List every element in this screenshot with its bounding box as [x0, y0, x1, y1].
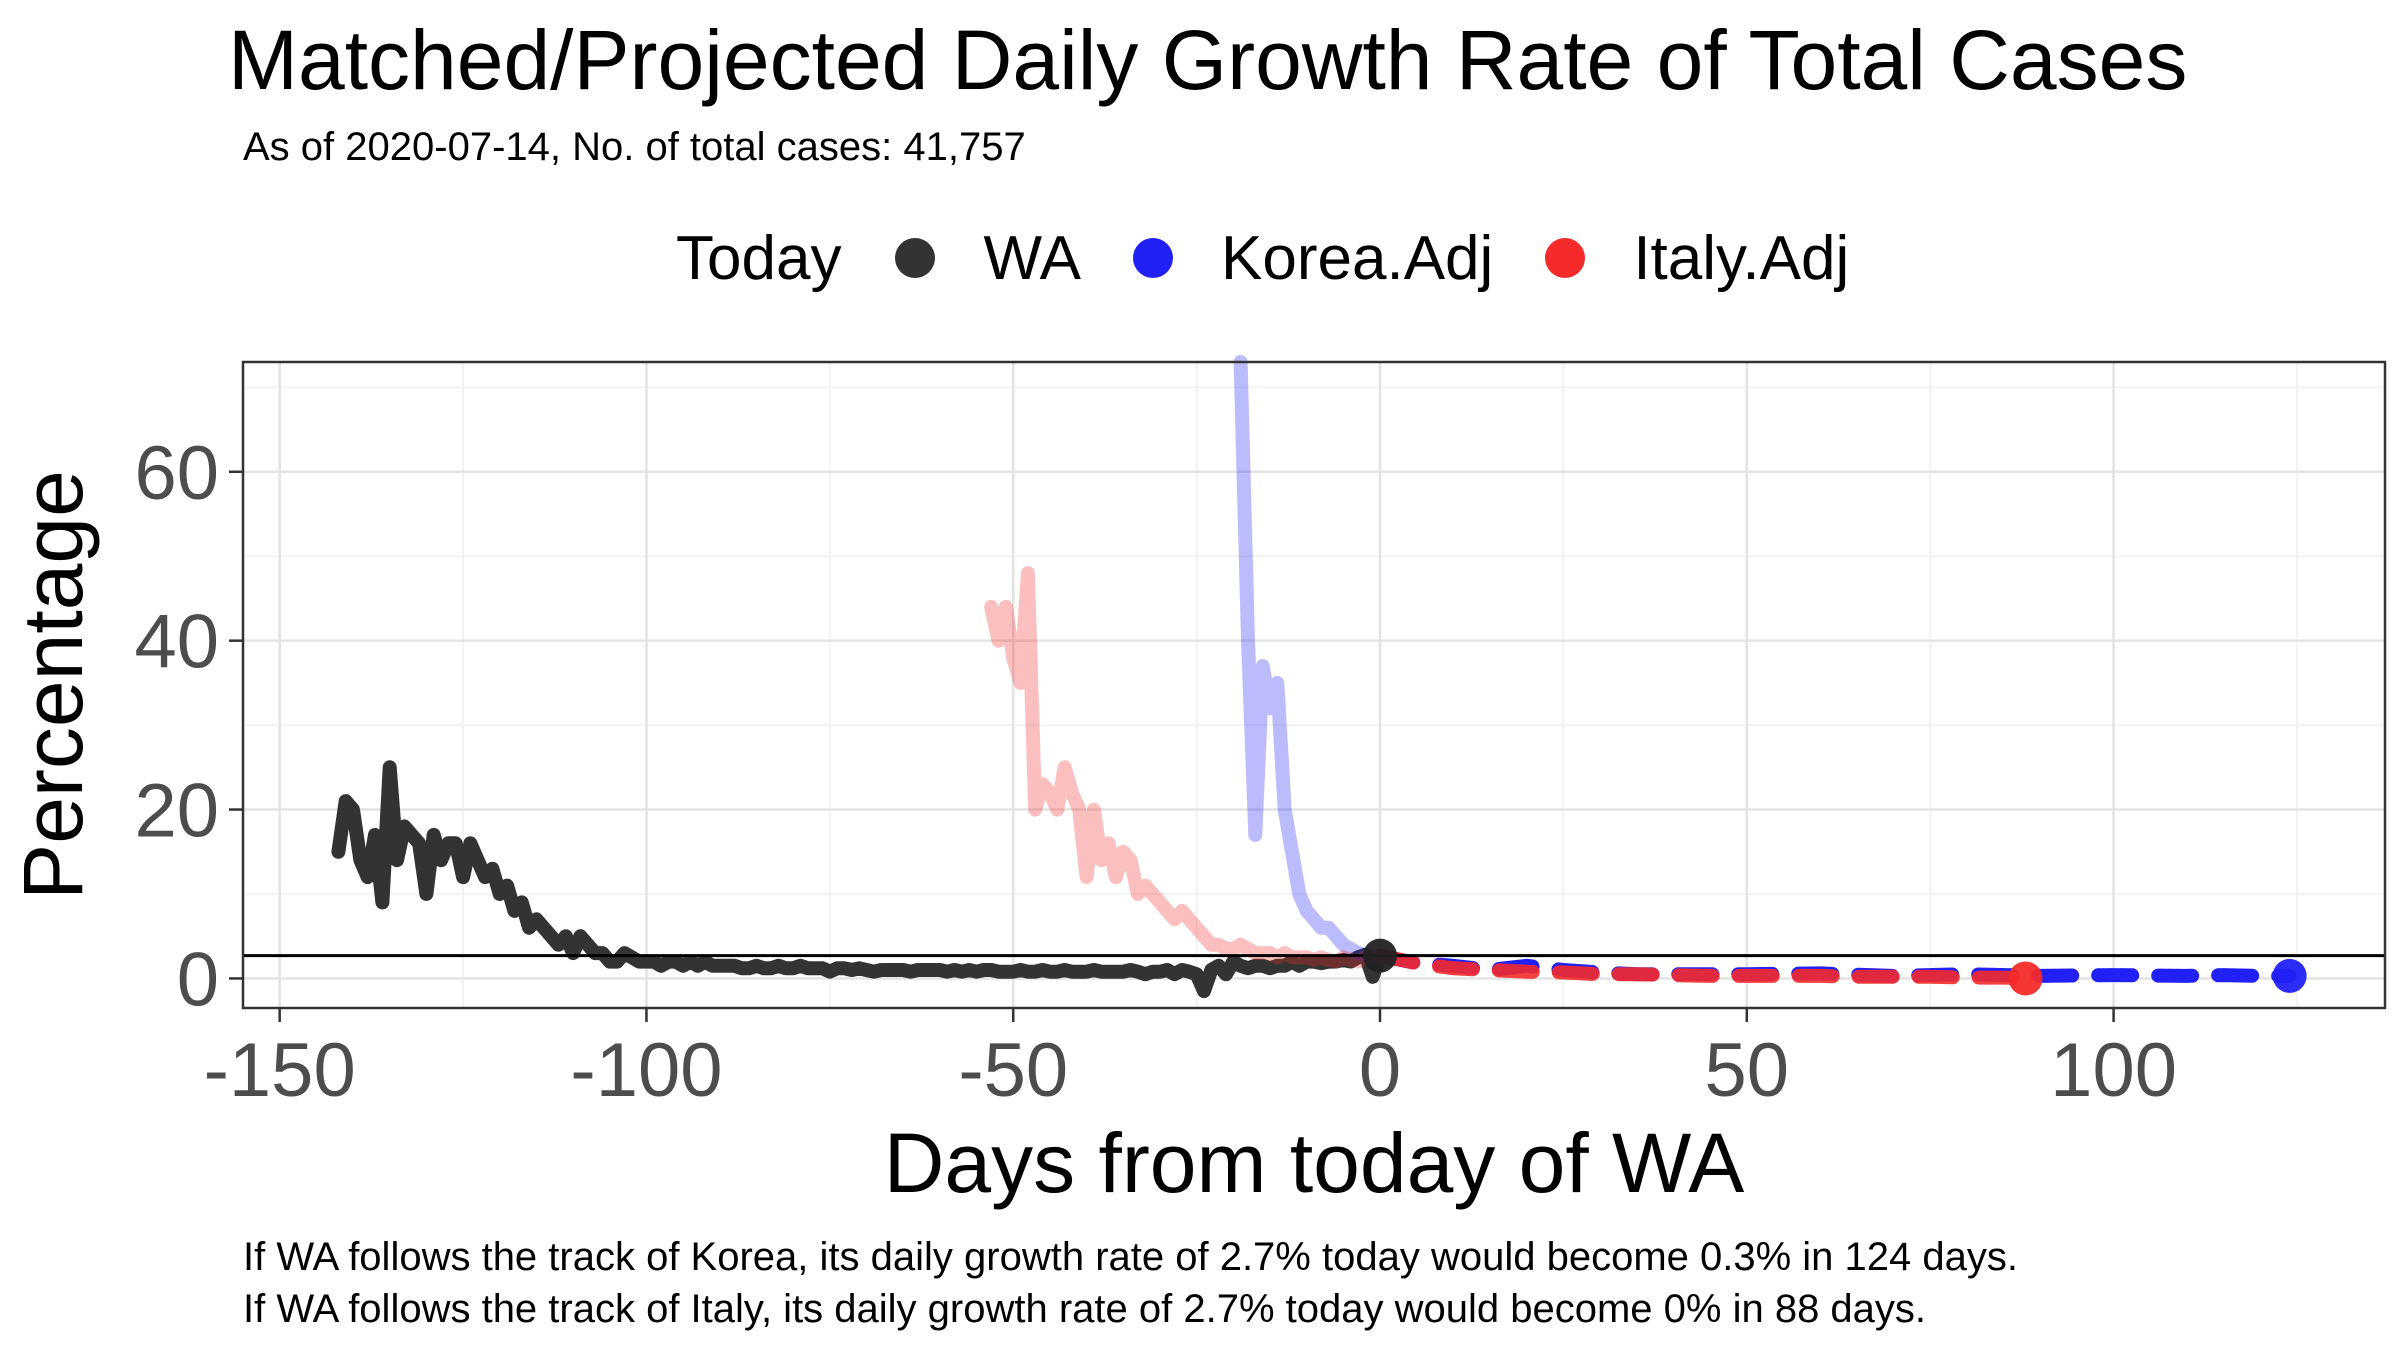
caption-korea: If WA follows the track of Korea, its da… — [243, 1235, 2018, 1279]
series-line-italy-adj-projected — [1373, 948, 2033, 986]
caption-italy: If WA follows the track of Italy, its da… — [243, 1287, 1927, 1331]
x-tick-label: -150 — [204, 1028, 356, 1113]
x-tick-label: -100 — [570, 1028, 722, 1113]
legend-item-korea: Korea.Adj — [1133, 223, 1493, 294]
series-line-korea-adj-matched — [1233, 355, 1387, 965]
series-layer — [331, 355, 2297, 999]
today-point-wa — [1363, 938, 1398, 973]
x-tick-label: 100 — [2050, 1028, 2177, 1113]
x-tick-label: -50 — [958, 1028, 1068, 1113]
plot-background — [243, 362, 2385, 1008]
y-axis-label: Percentage — [6, 470, 100, 900]
x-tick-label: 50 — [1705, 1028, 1790, 1113]
today-point-korea-adj — [2272, 958, 2307, 993]
y-tick-label: 40 — [134, 600, 219, 685]
y-tick-label: 0 — [177, 937, 219, 1022]
legend-dot-italy — [1545, 238, 1586, 278]
legend-label-wa: WA — [983, 223, 1082, 293]
series-line-wa — [331, 760, 1387, 999]
y-tick-label: 20 — [134, 769, 219, 854]
y-axis: 0 20 40 60 — [134, 431, 243, 1022]
legend-item-italy: Italy.Adj — [1545, 223, 1849, 294]
x-tick-label: 0 — [1359, 1028, 1401, 1113]
today-points — [1363, 938, 2307, 996]
chart-title: Matched/Projected Daily Growth Rate of T… — [228, 13, 2188, 107]
today-point-italy-adj — [2008, 961, 2043, 996]
legend-item-wa: WA — [895, 223, 1081, 294]
y-tick-label: 60 — [134, 431, 219, 516]
legend-label-italy: Italy.Adj — [1633, 223, 1850, 293]
x-axis: -150 -100 -50 0 50 100 — [204, 1008, 2177, 1113]
legend-label-korea: Korea.Adj — [1221, 223, 1494, 293]
x-axis-label: Days from today of WA — [884, 1116, 1744, 1210]
legend-dot-korea — [1133, 238, 1174, 278]
series-line-italy-adj-matched — [984, 566, 1387, 969]
legend-title: Today — [676, 223, 842, 293]
chart-subtitle: As of 2020-07-14, No. of total cases: 41… — [243, 125, 1026, 169]
legend: Today WA Korea.Adj Italy.Adj — [676, 218, 1901, 298]
plot-border — [241, 360, 2387, 1010]
legend-dot-wa — [895, 238, 936, 278]
chart-svg: -150 -100 -50 0 50 100 0 20 40 60 Days from toda… — [6, 355, 2387, 1210]
